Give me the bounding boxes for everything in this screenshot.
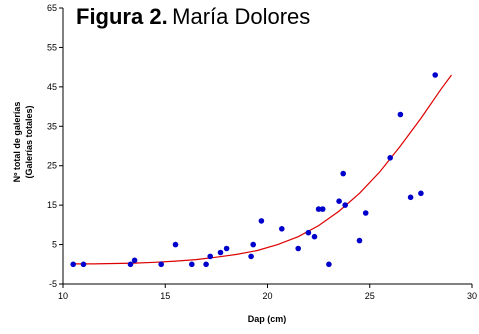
chart-title-rest: María Dolores <box>172 4 310 29</box>
data-point <box>340 171 346 177</box>
data-point <box>306 230 312 236</box>
data-point <box>279 226 285 232</box>
data-point <box>132 258 138 264</box>
data-point <box>398 112 404 118</box>
x-ticks: 10 15 20 25 30 <box>58 284 477 301</box>
y-ticks: -5 5 15 25 35 45 55 65 <box>47 3 63 289</box>
data-point <box>224 246 230 252</box>
y-tick-label: 45 <box>47 82 57 92</box>
y-tick-label: 25 <box>47 161 57 171</box>
data-point <box>432 72 438 78</box>
chart-title-bold: Figura 2. <box>76 4 168 29</box>
x-tick-label: 30 <box>467 291 477 301</box>
data-points <box>70 72 438 267</box>
x-tick-label: 10 <box>58 291 68 301</box>
data-point <box>342 202 348 208</box>
y-tick-label: 35 <box>47 121 57 131</box>
data-point <box>357 238 363 244</box>
y-tick-label: 15 <box>47 200 57 210</box>
data-point <box>363 210 369 216</box>
data-point <box>128 262 134 268</box>
x-tick-label: 20 <box>262 291 272 301</box>
data-point <box>203 262 209 268</box>
x-tick-label: 15 <box>160 291 170 301</box>
y-tick-label: 65 <box>47 3 57 13</box>
trendline <box>73 75 451 264</box>
data-point <box>248 254 254 260</box>
data-point <box>158 262 164 268</box>
chart-title: Figura 2. María Dolores <box>76 4 310 30</box>
axes <box>63 8 472 284</box>
x-axis-label: Dap (cm) <box>248 314 287 324</box>
x-tick-label: 25 <box>365 291 375 301</box>
data-point <box>408 195 414 201</box>
data-point <box>189 262 195 268</box>
data-point <box>70 262 76 268</box>
data-point <box>336 198 342 204</box>
data-point <box>250 242 256 248</box>
data-point <box>81 262 87 268</box>
data-point <box>173 242 179 248</box>
data-point <box>218 250 224 256</box>
data-point <box>259 218 265 224</box>
data-point <box>207 254 213 260</box>
data-point <box>326 262 332 268</box>
y-tick-label: -5 <box>49 279 57 289</box>
y-tick-label: 5 <box>52 240 57 250</box>
data-point <box>387 155 393 161</box>
y-axis-label-line2: (Galerías totales) <box>24 105 34 178</box>
y-tick-label: 55 <box>47 42 57 52</box>
data-point <box>295 246 301 252</box>
data-point <box>320 206 326 212</box>
y-axis-label-line1: Nº total de galerías <box>12 102 22 183</box>
data-point <box>418 191 424 197</box>
data-point <box>312 234 318 240</box>
